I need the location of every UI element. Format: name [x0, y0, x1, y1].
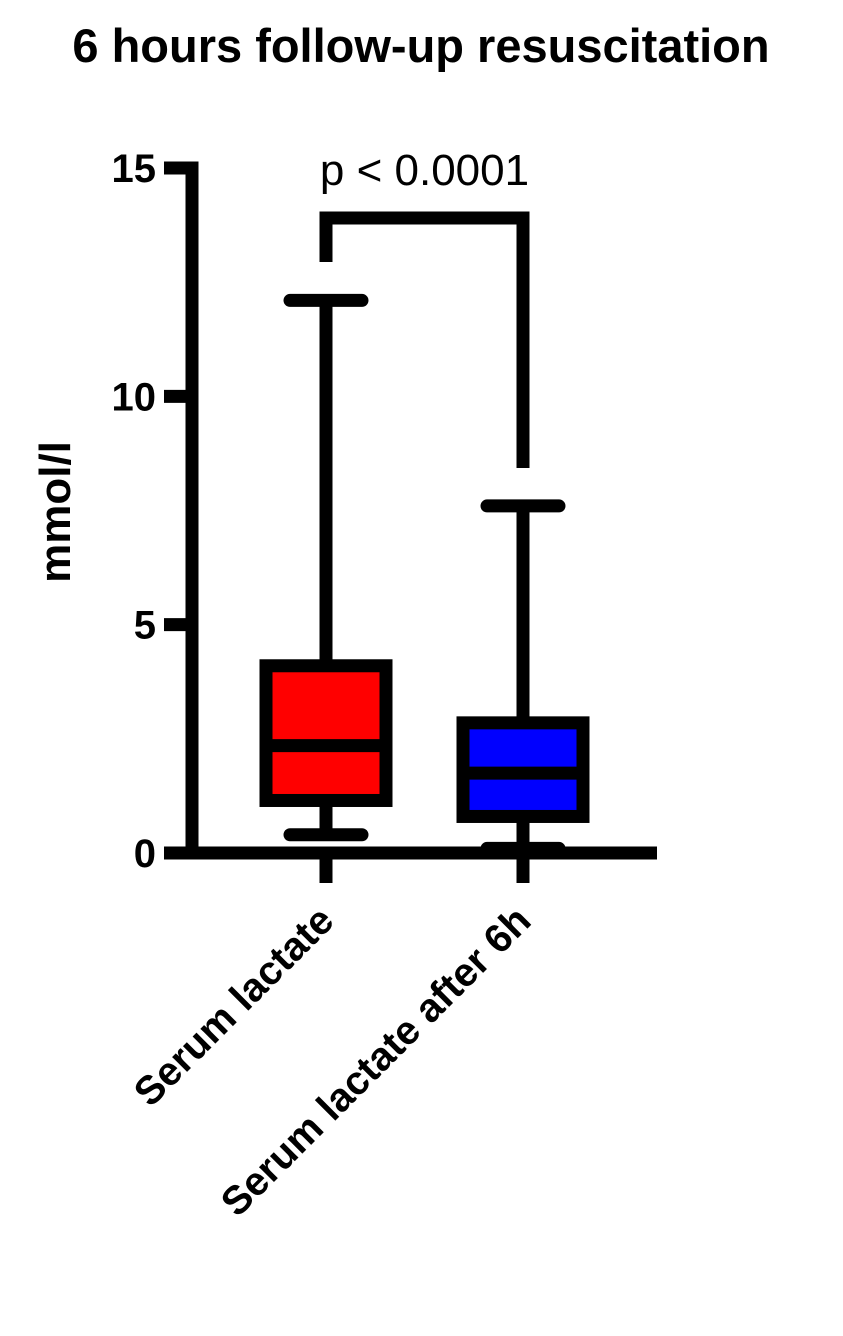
y-axis-label: mmol/l	[31, 441, 80, 583]
y-tick-label: 5	[134, 604, 156, 648]
box-1	[259, 293, 393, 842]
y-tick-label: 10	[112, 375, 157, 419]
y-axis-ticks: 0 5 10 15	[112, 147, 192, 876]
box-series	[259, 293, 590, 855]
axes	[185, 161, 657, 860]
x-category-label: Serum lactate	[126, 898, 343, 1115]
y-tick-label: 15	[112, 147, 157, 191]
significance-annotation: p < 0.0001	[319, 146, 530, 468]
iqr-box	[259, 659, 393, 807]
significance-bracket	[319, 211, 530, 468]
p-value-label: p < 0.0001	[320, 146, 529, 195]
box-2	[456, 499, 590, 855]
chart-title: 6 hours follow-up resuscitation	[72, 19, 769, 72]
y-tick-label: 0	[134, 832, 156, 876]
